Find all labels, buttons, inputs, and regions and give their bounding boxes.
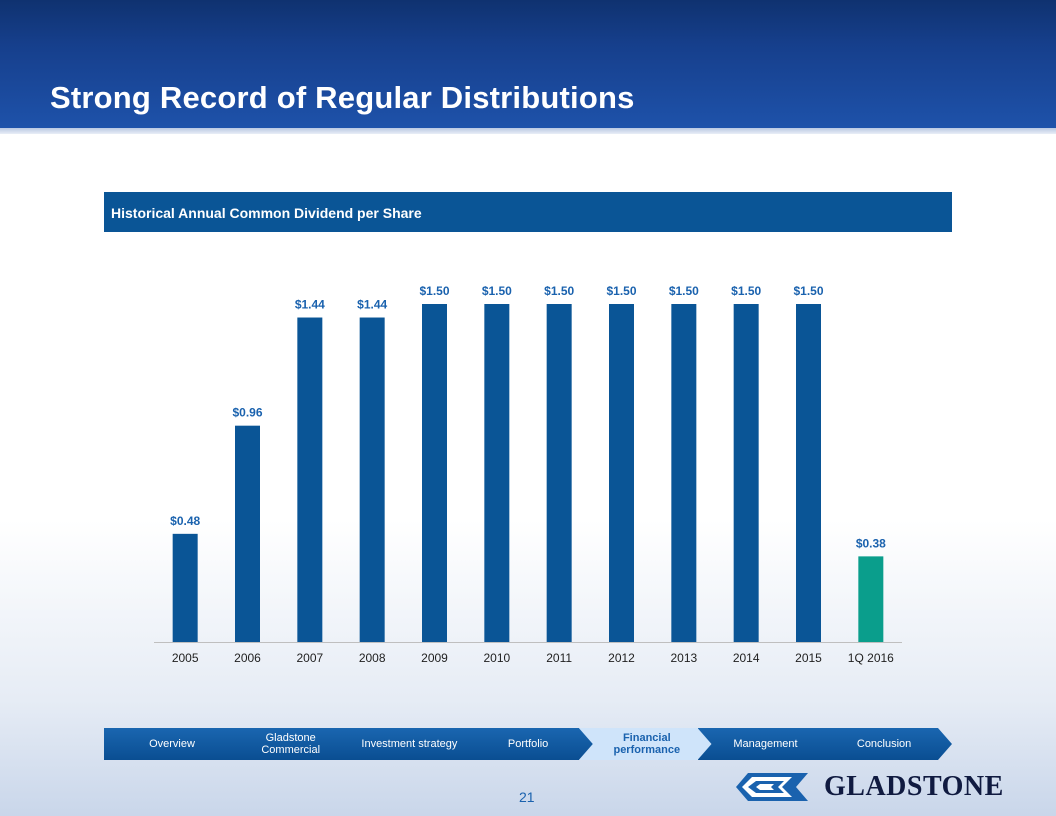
x-tick-label-2012: 2012 <box>608 651 635 665</box>
x-tick-label-2005: 2005 <box>172 651 199 665</box>
bar-1q-2016 <box>858 556 884 642</box>
data-label-2011: $1.50 <box>544 284 574 298</box>
section-navigation: Overview Gladstone Commercial Investment s… <box>104 728 952 760</box>
x-tick-label-2013: 2013 <box>670 651 697 665</box>
x-tick-label-2008: 2008 <box>359 651 386 665</box>
data-label-2010: $1.50 <box>482 284 512 298</box>
gladstone-logo-mark-icon <box>736 773 808 801</box>
data-label-2009: $1.50 <box>419 284 449 298</box>
x-tick-label-2007: 2007 <box>296 651 323 665</box>
header-banner <box>0 0 1056 128</box>
data-label-1q-2016: $0.38 <box>856 536 886 550</box>
page-title: Strong Record of Regular Distributions <box>50 80 635 115</box>
x-tick-label-2014: 2014 <box>733 651 760 665</box>
bar-2009 <box>422 304 447 642</box>
nav-item-gladstone-commercial[interactable]: Gladstone Commercial <box>223 728 359 760</box>
dividend-bar-chart: $0.48 2005 $0.96 2006 $1.44 2007 $1.44 2008 $1.5… <box>154 284 902 665</box>
data-label-2014: $1.50 <box>731 284 761 298</box>
nav-item-overview[interactable]: Overview <box>104 728 240 760</box>
nav-item-investment-strategy[interactable]: Investment strategy <box>341 728 477 760</box>
nav-item-financial-performance[interactable]: Financial performance <box>579 728 715 760</box>
bar-2007 <box>297 317 323 642</box>
company-logo: GLADSTONE <box>734 770 1034 804</box>
bar-2006 <box>235 425 260 642</box>
nav-item-management[interactable]: Management <box>698 728 834 760</box>
bar-2005 <box>172 533 198 642</box>
data-label-2007: $1.44 <box>295 298 325 312</box>
bar-2012 <box>609 304 634 642</box>
x-tick-label-2011: 2011 <box>546 651 572 665</box>
bar-2010 <box>484 304 510 642</box>
x-tick-label-2010: 2010 <box>483 651 510 665</box>
bar-2013 <box>671 304 697 642</box>
data-label-2012: $1.50 <box>606 284 636 298</box>
bar-2008 <box>359 317 385 642</box>
data-label-2008: $1.44 <box>357 298 387 312</box>
bar-2015 <box>796 304 821 642</box>
nav-item-portfolio[interactable]: Portfolio <box>460 728 596 760</box>
data-label-2015: $1.50 <box>793 284 823 298</box>
chart-title-bar: Historical Annual Common Dividend per Sh… <box>104 192 952 232</box>
data-label-2006: $0.96 <box>232 406 262 420</box>
bar-2011 <box>546 304 572 642</box>
data-label-2005: $0.48 <box>170 514 200 528</box>
header-divider <box>0 128 1056 134</box>
chart-title: Historical Annual Common Dividend per Sh… <box>111 205 422 221</box>
logo-text: GLADSTONE <box>824 771 1004 802</box>
data-label-2013: $1.50 <box>669 284 699 298</box>
page-number: 21 <box>519 789 535 805</box>
bar-2014 <box>733 304 759 642</box>
nav-item-conclusion[interactable]: Conclusion <box>816 728 952 760</box>
x-tick-label-1q-2016: 1Q 2016 <box>848 651 894 665</box>
x-tick-label-2009: 2009 <box>421 651 448 665</box>
x-tick-label-2015: 2015 <box>795 651 822 665</box>
x-tick-label-2006: 2006 <box>234 651 261 665</box>
